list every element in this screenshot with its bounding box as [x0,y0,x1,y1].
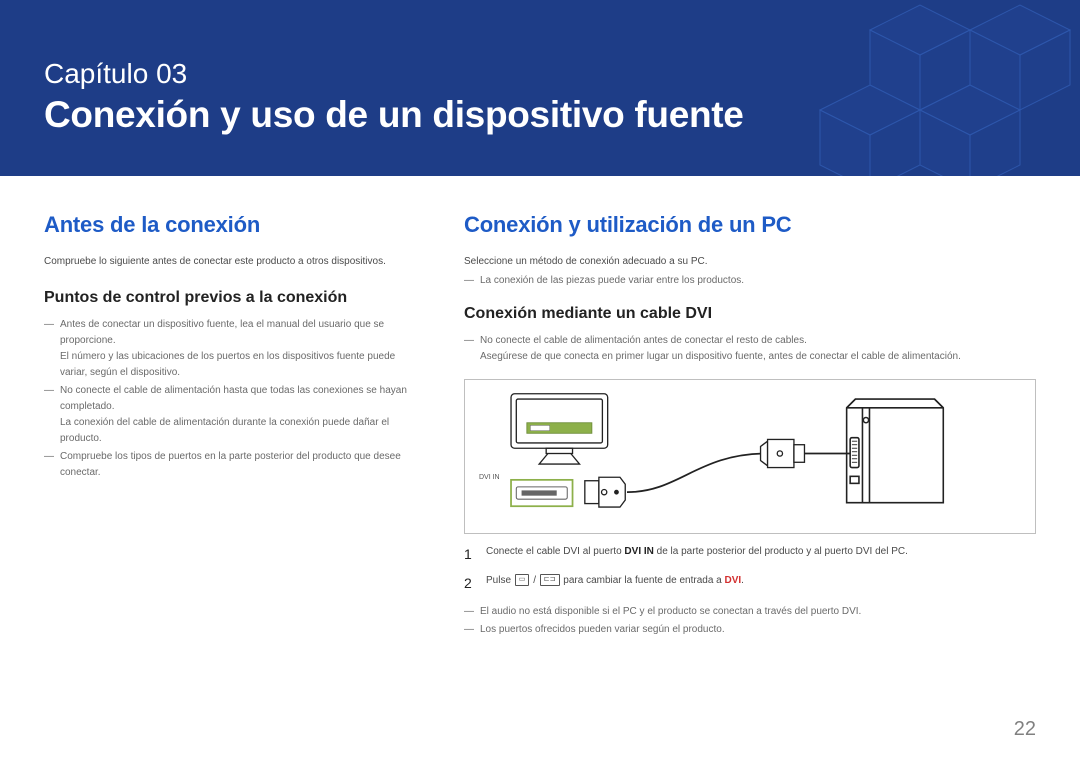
step-1: 1 Conecte el cable DVI al puerto DVI IN … [464,544,1036,565]
step1-post: de la parte posterior del producto y al … [654,546,908,557]
bullet-sub: La conexión del cable de alimentación du… [60,415,424,446]
chapter-hero: Capítulo 03 Conexión y uso de un disposi… [0,0,1080,176]
bullet-item: No conecte el cable de alimentación hast… [44,383,424,446]
step-text: Pulse ▭ / ⊏⊐ para cambiar la fuente de e… [486,573,744,594]
warn-sub: Asegúrese de que conecta en primer lugar… [480,349,1036,365]
bullet-sub: El número y las ubicaciones de los puert… [60,349,424,380]
bullet-item: Antes de conectar un dispositivo fuente,… [44,317,424,380]
manual-page: Capítulo 03 Conexión y uso de un disposi… [0,0,1080,763]
dvi-diagram-svg [479,392,1021,515]
step-number: 1 [464,544,476,565]
right-heading: Conexión y utilización de un PC [464,212,1036,238]
step2-pre: Pulse [486,575,514,586]
warn-list: No conecte el cable de alimentación ante… [464,333,1036,365]
bullet-main: No conecte el cable de alimentación hast… [60,385,407,412]
left-subheading: Puntos de control previos a la conexión [44,289,424,307]
step-number: 2 [464,573,476,594]
dvi-diagram: DVI IN [464,379,1036,534]
left-bullet-list: Antes de conectar un dispositivo fuente,… [44,317,424,480]
dvi-in-label: DVI IN [479,474,500,481]
page-number: 22 [1014,718,1036,741]
step1-pre: Conecte el cable DVI al puerto [486,546,624,557]
right-intro-note-list: La conexión de las piezas puede variar e… [464,273,1036,289]
right-subheading: Conexión mediante un cable DVI [464,305,1036,323]
button-icon: ▭ [515,574,530,587]
right-intro: Seleccione un método de conexión adecuad… [464,254,1036,269]
step2-post: para cambiar la fuente de entrada a [561,575,725,586]
bullet-item: Compruebe los tipos de puertos en la par… [44,449,424,480]
warn-item: No conecte el cable de alimentación ante… [464,333,1036,365]
notes-list: El audio no está disponible si el PC y e… [464,604,1036,638]
button-icon: ⊏⊐ [540,574,560,587]
note-item: El audio no está disponible si el PC y e… [464,604,1036,620]
step-2: 2 Pulse ▭ / ⊏⊐ para cambiar la fuente de… [464,573,1036,594]
step-text: Conecte el cable DVI al puerto DVI IN de… [486,544,908,565]
content-columns: Antes de la conexión Compruebe lo siguie… [0,176,1080,641]
right-column: Conexión y utilización de un PC Seleccio… [464,212,1036,641]
warn-main: No conecte el cable de alimentación ante… [480,335,807,346]
left-intro: Compruebe lo siguiente antes de conectar… [44,254,424,269]
bullet-main: Antes de conectar un dispositivo fuente,… [60,319,384,346]
left-column: Antes de la conexión Compruebe lo siguie… [44,212,424,641]
left-heading: Antes de la conexión [44,212,424,238]
step2-red: DVI [725,575,742,586]
note-item: Los puertos ofrecidos pueden variar segú… [464,622,1036,638]
cube-decoration [810,0,1080,176]
bullet-main: Compruebe los tipos de puertos en la par… [60,451,401,478]
step1-bold: DVI IN [624,546,653,557]
right-intro-note: La conexión de las piezas puede variar e… [464,273,1036,289]
